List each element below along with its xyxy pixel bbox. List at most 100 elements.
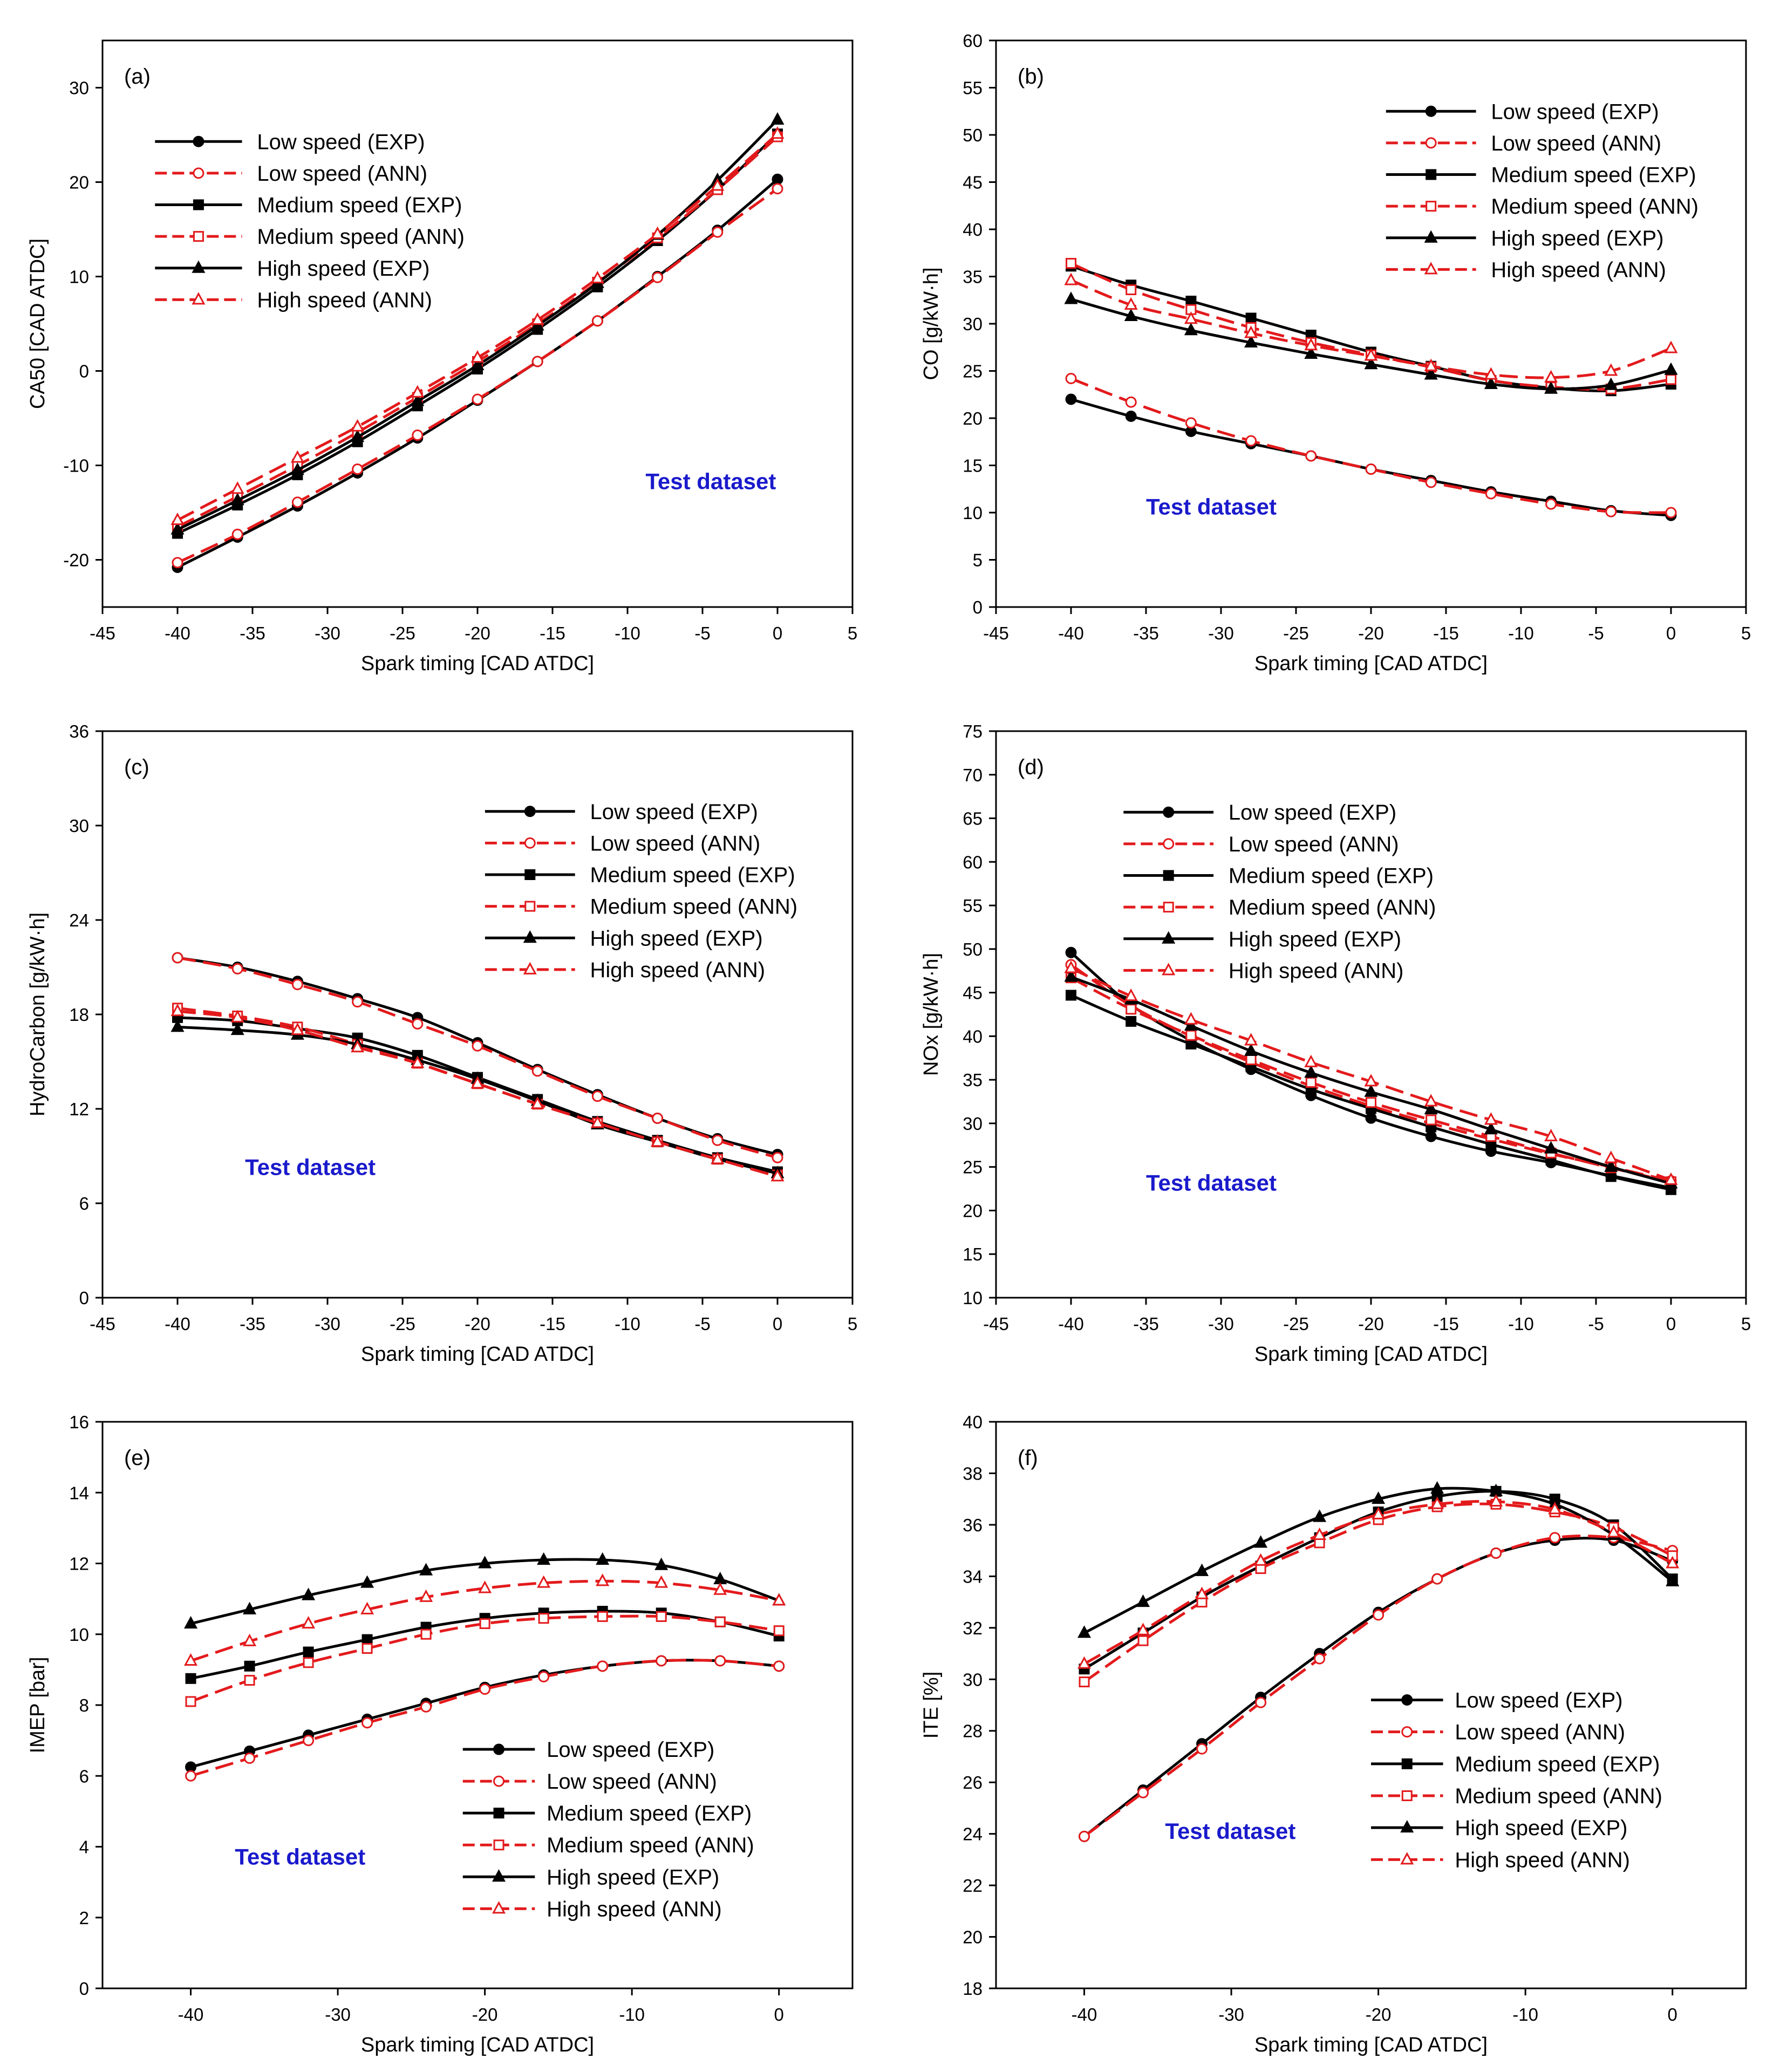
legend-label: High speed (EXP) [1491,227,1663,250]
panel-label: (a) [124,65,151,88]
legend-marker [193,167,204,179]
legend-marker [1424,230,1438,243]
data-point [1431,1573,1443,1585]
data-point [1245,1054,1257,1065]
data-point [530,1096,544,1109]
chart-panel-d: -45 -40 -35 -30 -25 -20 -15 -10 -5 0 5 10 15 20 25 30 35… [920,721,1751,1366]
data-point [656,1611,667,1622]
x-axis-label: Spark timing [CAD ATDC] [361,2034,594,2056]
legend-marker [523,962,537,974]
y-tick-label: 12 [69,1099,89,1119]
y-axis-label: NOx [g/kW·h] [920,953,943,1076]
y-tick-label: 38 [963,1463,983,1483]
data-point [714,1655,726,1667]
data-point [651,226,665,239]
data-point [772,1593,786,1606]
y-tick-label: 25 [963,362,983,381]
legend-label: High speed (ANN) [1455,1848,1630,1872]
data-point [1064,969,1078,982]
legend-label: Low speed (EXP) [590,800,758,824]
data-point [597,1660,609,1672]
legend-marker [193,199,204,210]
x-tick-label: -30 [315,1314,340,1334]
legend-label: Medium speed (ANN) [547,1834,754,1857]
data-point [472,1040,483,1052]
legend-marker [1425,137,1437,149]
y-tick-label: 36 [963,1515,983,1535]
y-tick-label: 14 [69,1483,89,1503]
data-point [1065,393,1077,405]
x-tick-label: 0 [773,1314,782,1334]
legend-marker [1162,963,1176,976]
data-point [1304,1054,1318,1067]
legend-label: Medium speed (EXP) [257,194,462,217]
data-point [362,1717,373,1729]
legend-label: Low speed (ANN) [1455,1721,1625,1744]
x-tick-label: -40 [1058,1314,1084,1334]
series-5 [1064,969,1678,1189]
data-point [231,963,243,974]
legend-label: High speed (EXP) [1455,1816,1627,1840]
data-point [290,1023,304,1035]
y-tick-label: 26 [963,1773,983,1792]
data-point [1137,1635,1149,1646]
data-point [1430,1481,1444,1494]
legend-label: Low speed (EXP) [1491,100,1659,124]
x-tick-label: 0 [1668,2005,1677,2025]
data-point [1305,450,1317,462]
data-point [1424,358,1438,371]
legend-label: Low speed (EXP) [547,1738,714,1762]
legend-label: Low speed (ANN) [590,831,761,855]
legend-marker [524,869,536,880]
legend-label: Low speed (ANN) [257,162,427,186]
data-point [1484,376,1498,389]
legend: Low speed (EXP) Low speed (ANN) Medium spe… [1386,100,1699,282]
legend-label: Medium speed (ANN) [1229,896,1436,919]
x-tick-label: 5 [1741,623,1751,643]
data-point [531,1065,543,1077]
x-tick-label: -5 [1588,1314,1604,1334]
data-point [290,450,304,463]
y-axis-label: CO [g/kW·h] [920,267,943,380]
y-tick-label: 6 [79,1194,89,1214]
data-point [1549,1532,1561,1544]
series-2 [1065,373,1677,519]
legend-label: High speed (EXP) [547,1865,719,1889]
legend-label: High speed (ANN) [1491,258,1666,282]
legend-label: Low speed (EXP) [257,130,425,154]
data-point [654,1575,669,1588]
legend-marker [493,1839,504,1851]
data-point [714,1616,726,1627]
data-point [478,1556,492,1569]
data-point [1604,377,1618,390]
y-tick-label: 10 [69,1625,89,1645]
legend-marker [1401,1694,1413,1706]
x-tick-label: -10 [1508,623,1534,643]
series-line [1070,963,1672,1182]
series-6 [1064,960,1678,1185]
test-dataset-annotation: Test dataset [1165,1818,1295,1844]
legend-marker [492,1869,506,1882]
y-tick-label: 25 [963,1157,983,1177]
data-point [243,1633,257,1646]
x-tick-label: -5 [694,1314,710,1334]
data-point [172,952,183,964]
legend-marker [1400,1852,1414,1865]
y-tick-label: 45 [963,983,983,1003]
data-point [1666,1573,1680,1586]
series-5 [1064,291,1678,394]
y-tick-label: 50 [963,125,983,145]
chart-panel-e: -40 -30 -20 -10 0 0 2 4 6 8 10 12 14 16 Spark timing [… [26,1412,854,2056]
data-point [770,112,785,125]
y-tick-label: 35 [963,1070,983,1090]
x-tick-label: -40 [165,1314,190,1334]
y-tick-label: 2 [79,1908,89,1928]
data-point [172,557,183,569]
data-point [411,1055,425,1068]
y-tick-label: 36 [69,721,89,741]
data-point [1137,1787,1149,1798]
data-point [1124,297,1138,310]
series-2 [185,1655,785,1782]
x-tick-label: -10 [615,1314,640,1334]
legend-marker [524,901,536,912]
